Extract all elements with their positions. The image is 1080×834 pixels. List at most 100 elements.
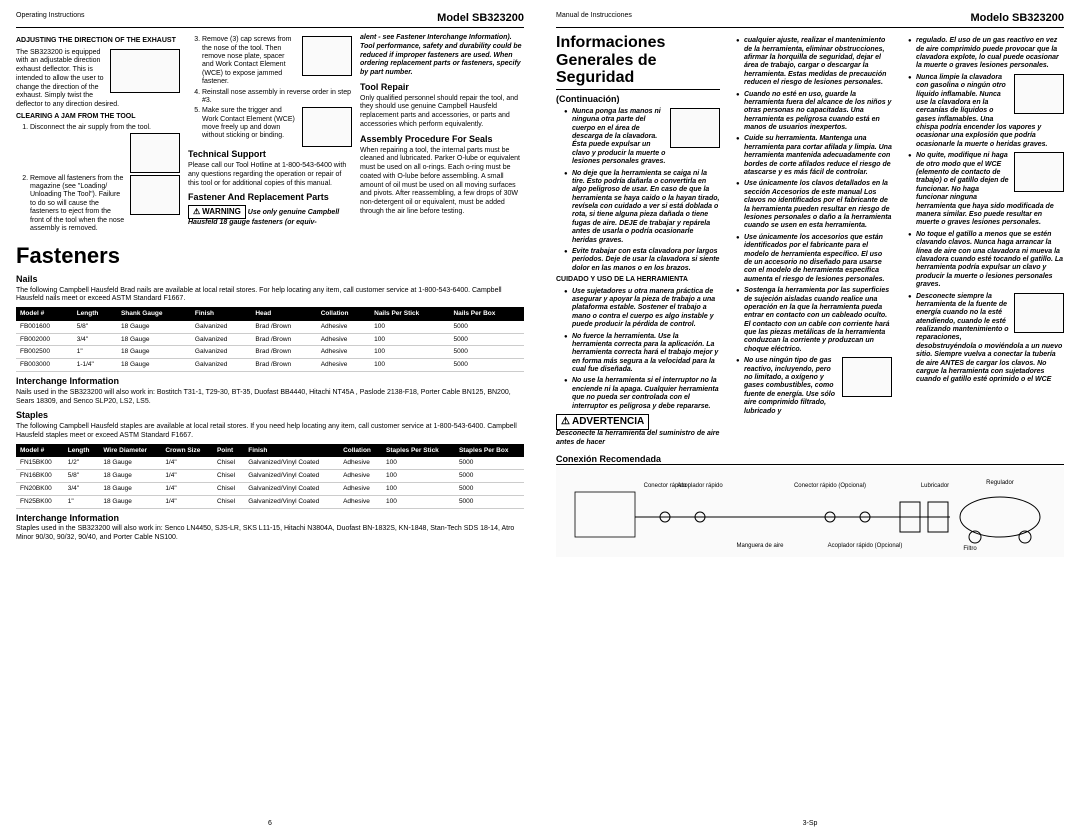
right-header-label: Manual de Instrucciones — [556, 12, 632, 25]
repair-head: Tool Repair — [360, 82, 524, 93]
fasteners-title: Fasteners — [16, 243, 524, 269]
warning-badge: WARNING — [188, 205, 246, 219]
table-header: Staples Per Box — [455, 444, 524, 458]
list-item: No toque el gatillo a menos que se estén… — [908, 231, 1064, 290]
nose-figure — [302, 36, 352, 76]
wce-figure — [302, 107, 352, 147]
table-row: FN20BK003/4"18 Gauge1/4"ChiselGalvanized… — [16, 483, 524, 496]
staples-head: Staples — [16, 410, 524, 421]
clearing-head: CLEARING A JAM FROM THE TOOL — [16, 113, 180, 121]
advertencia-body: Desconecte la herramienta del suministro… — [556, 430, 720, 448]
table-row: FB0025001"18 GaugeGalvanizedBrad /BrownA… — [16, 346, 524, 359]
warning-cont: alent - see Fastener Interchange Informa… — [360, 34, 524, 78]
table-header: Collation — [317, 307, 370, 321]
step-2: Remove all fasteners from the magazine (… — [30, 175, 180, 234]
assy-head: Assembly Procedure For Seals — [360, 134, 524, 145]
col1b-list: Use sujetadores u otra manera práctica d… — [556, 288, 720, 411]
list-item: Nunca limpie la clavadora con gasolina o… — [908, 74, 1064, 150]
right-page: Manual de Instrucciones Modelo SB323200 … — [540, 0, 1080, 834]
table-header: Head — [251, 307, 316, 321]
connection-svg: Conector rápido Acoplador rápido Conecto… — [570, 472, 1050, 552]
info-title2: Generales de Seguridad — [556, 52, 720, 90]
table-row: FN15BK001/2"18 Gauge1/4"ChiselGalvanized… — [16, 457, 524, 469]
list-item: No quite, modifique ni haga de otro modo… — [908, 152, 1064, 228]
inter1-body: Nails used in the SB323200 will also wor… — [16, 389, 524, 407]
list-item: Use únicamente los clavos detallados en … — [736, 180, 892, 230]
table-row: FB0016005/8"18 GaugeGalvanizedBrad /Brow… — [16, 321, 524, 333]
col3-list: regulado. El uso de un gas reactivo en v… — [900, 37, 1064, 385]
table-header: Staples Per Stick — [382, 444, 455, 458]
svg-text:Filtro: Filtro — [963, 546, 977, 552]
list-item: No fuerce la herramienta. Use la herrami… — [564, 333, 720, 375]
list-item: No use la herramienta si el interruptor … — [564, 377, 720, 411]
table-header: Model # — [16, 307, 73, 321]
table-header: Length — [73, 307, 117, 321]
right-col1: Informaciones Generales de Seguridad (Co… — [556, 34, 720, 447]
list-item: No use ningún tipo de gas reactivo, incl… — [736, 357, 892, 416]
inter2-head: Interchange Information — [16, 513, 524, 524]
connection-diagram: Conector rápido Acoplador rápido Conecto… — [556, 467, 1064, 557]
staples-body: The following Campbell Hausfeld staples … — [16, 423, 524, 441]
table-header: Shank Gauge — [117, 307, 191, 321]
svg-text:Regulador: Regulador — [986, 480, 1014, 486]
list-item: No deje que la herramienta se caiga ni l… — [564, 170, 720, 246]
list-item: Nunca ponga las manos ni ninguna otra pa… — [564, 108, 720, 167]
table-header: Finish — [244, 444, 339, 458]
step-4: Reinstall nose assembly in reverse order… — [202, 89, 352, 106]
exhaust-figure — [110, 49, 180, 93]
table-header: Nails Per Box — [449, 307, 524, 321]
tech-head: Technical Support — [188, 149, 352, 160]
left-pagenum: 6 — [268, 820, 272, 828]
advertencia-badge: ADVERTENCIA — [556, 414, 649, 430]
right-col2: cualquier ajuste, realizar el mantenimie… — [728, 34, 892, 447]
hand-icon — [670, 108, 720, 148]
table-row: FB0020003/4"18 GaugeGalvanizedBrad /Brow… — [16, 333, 524, 346]
right-col3: regulado. El uso de un gas reactivo en v… — [900, 34, 1064, 447]
table-header: Point — [213, 444, 244, 458]
col1-list: Nunca ponga las manos ni ninguna otra pa… — [556, 108, 720, 273]
list-item: Desconecte siempre la herramienta de la … — [908, 293, 1064, 385]
disconnect-icon — [1014, 293, 1064, 333]
list-item: Cuide su herramienta. Mantenga una herra… — [736, 135, 892, 177]
gas-icon — [842, 357, 892, 397]
staples-table: Model #LengthWire DiameterCrown SizePoin… — [16, 444, 524, 509]
table-header: Model # — [16, 444, 64, 458]
right-header: Manual de Instrucciones Modelo SB323200 — [556, 12, 1064, 28]
assy-body: When repairing a tool, the internal part… — [360, 147, 524, 217]
inter1-head: Interchange Information — [16, 376, 524, 387]
svg-text:Acoplador rápido (Opcional): Acoplador rápido (Opcional) — [828, 543, 903, 549]
info-title1: Informaciones — [556, 34, 720, 52]
conexion-head: Conexión Recomendada — [556, 454, 1064, 466]
step-3: Remove (3) cap screws from the nose of t… — [202, 36, 352, 86]
inter2-body: Staples used in the SB323200 will also w… — [16, 525, 524, 543]
svg-text:Lubricador: Lubricador — [921, 483, 949, 489]
nails-body: The following Campbell Hausfeld Brad nai… — [16, 287, 524, 305]
svg-text:Conector rápido (Opcional): Conector rápido (Opcional) — [794, 483, 866, 489]
table-header: Crown Size — [161, 444, 213, 458]
table-header: Length — [64, 444, 100, 458]
nails-table: Model #LengthShank GaugeFinishHeadCollat… — [16, 307, 524, 372]
left-model: Model SB323200 — [437, 12, 524, 25]
table-row: FN25BK001"18 Gauge1/4"ChiselGalvanized/V… — [16, 495, 524, 508]
list-item: Sostenga la herramienta por las superfic… — [736, 287, 892, 354]
left-header-label: Operating Instructions — [16, 12, 84, 25]
right-pagenum: 3-Sp — [803, 820, 818, 828]
left-page: Operating Instructions Model SB323200 AD… — [0, 0, 540, 834]
table-header: Nails Per Stick — [370, 307, 449, 321]
svg-text:Acoplador rápido: Acoplador rápido — [677, 483, 723, 489]
table-row: FB0030001-1/4"18 GaugeGalvanizedBrad /Br… — [16, 359, 524, 372]
tech-body: Please call our Tool Hotline at 1-800-54… — [188, 162, 352, 188]
repair-body: Only qualified personnel should repair t… — [360, 95, 524, 130]
right-model: Modelo SB323200 — [970, 12, 1064, 25]
left-col2: Remove (3) cap screws from the nose of t… — [188, 34, 352, 235]
adjusting-head: ADJUSTING THE DIRECTION OF THE EXHAUST — [16, 37, 180, 45]
left-col1: ADJUSTING THE DIRECTION OF THE EXHAUST T… — [16, 34, 180, 235]
cuidado-head: CUIDADO Y USO DE LA HERRAMIENTA — [556, 276, 720, 284]
step-1: Disconnect the air supply from the tool. — [30, 124, 180, 132]
svg-text:Manguera de aire: Manguera de aire — [736, 543, 784, 549]
nails-head: Nails — [16, 274, 524, 285]
list-item: regulado. El uso de un gas reactivo en v… — [908, 37, 1064, 71]
magazine-figure — [130, 175, 180, 215]
list-item: cualquier ajuste, realizar el mantenimie… — [736, 37, 892, 87]
table-header: Wire Diameter — [99, 444, 161, 458]
